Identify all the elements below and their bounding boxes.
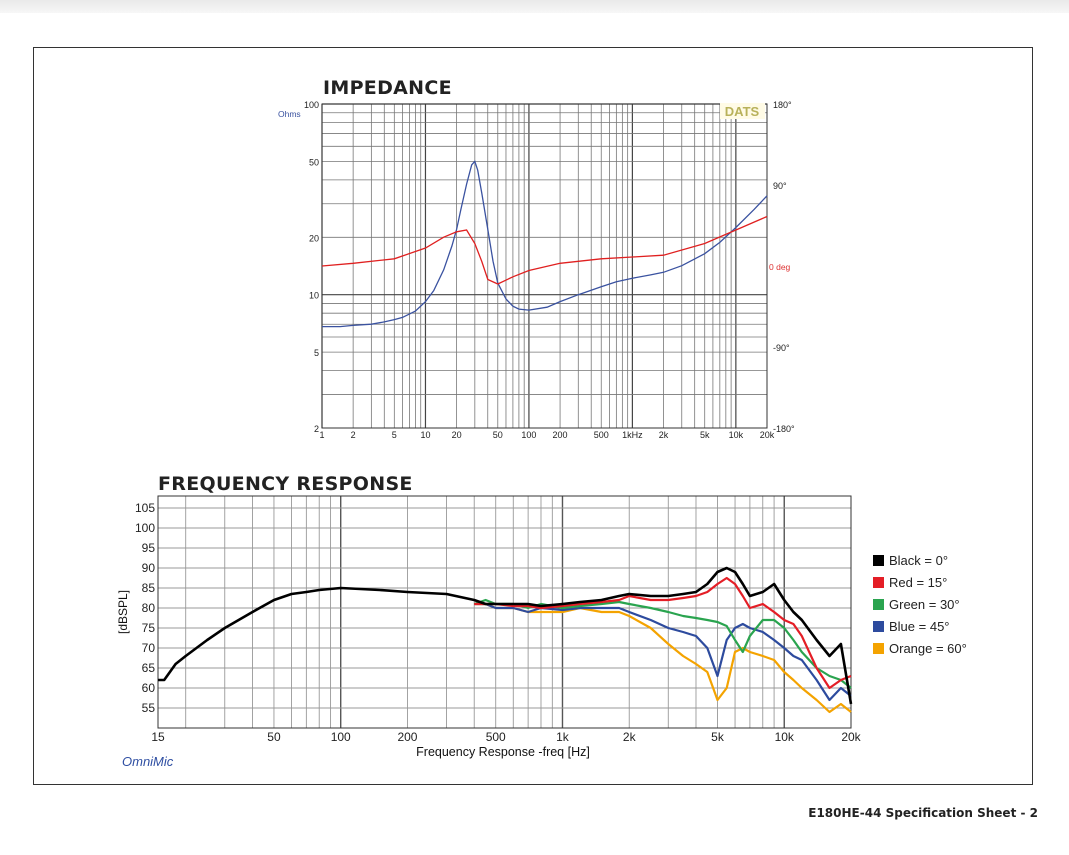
- impedance-ytick-3: 10: [309, 291, 319, 301]
- legend: Black = 0° Red = 15° Green = 30° Blue = …: [873, 549, 967, 659]
- legend-item-0: Black = 0°: [873, 549, 967, 571]
- legend-item-4: Orange = 60°: [873, 637, 967, 659]
- impedance-phase-tick-2: -90°: [773, 343, 790, 353]
- impedance-xtick-12: 10k: [729, 430, 744, 440]
- impedance-xtick-7: 200: [553, 430, 568, 440]
- impedance-y-unit: Ohms: [278, 109, 301, 119]
- impedance-phase-tick-3: -180°: [773, 424, 795, 434]
- impedance-phase-line: [321, 215, 768, 285]
- legend-swatch-1: [873, 576, 884, 588]
- legend-label-2: Green = 30°: [889, 596, 960, 612]
- impedance-xtick-5: 50: [493, 430, 503, 440]
- legend-swatch-0: [873, 554, 884, 566]
- impedance-xtick-6: 100: [521, 430, 536, 440]
- impedance-magnitude-line: [322, 160, 768, 328]
- impedance-xtick-8: 500: [594, 430, 609, 440]
- impedance-xtick-1: 2: [351, 430, 356, 440]
- impedance-badge: DATS: [725, 104, 760, 119]
- page-footer: E180HE-44 Specification Sheet - 2: [808, 806, 1038, 820]
- impedance-ytick-2: 20: [309, 233, 319, 243]
- impedance-xtick-4: 20: [452, 430, 462, 440]
- brand-label: OmniMic: [122, 754, 174, 769]
- legend-label-3: Blue = 45°: [889, 618, 950, 634]
- impedance-xtick-3: 10: [420, 430, 430, 440]
- legend-item-1: Red = 15°: [873, 571, 967, 593]
- legend-item-2: Green = 30°: [873, 593, 967, 615]
- legend-label-4: Orange = 60°: [889, 640, 967, 656]
- impedance-xtick-10: 2k: [659, 430, 669, 440]
- impedance-phase-tick-1: 90°: [773, 181, 787, 191]
- impedance-ytick-4: 5: [314, 348, 319, 358]
- impedance-xtick-0: 1: [319, 430, 324, 440]
- impedance-ytick-1: 50: [309, 157, 319, 167]
- legend-item-3: Blue = 45°: [873, 615, 967, 637]
- legend-swatch-2: [873, 598, 884, 610]
- legend-label-1: Red = 15°: [889, 574, 948, 590]
- chart-frame: [33, 47, 1033, 785]
- impedance-ytick-5: 2: [314, 424, 319, 434]
- frequency-response-title: FREQUENCY RESPONSE: [158, 473, 413, 495]
- impedance-xtick-9: 1kHz: [622, 430, 643, 440]
- impedance-xtick-11: 5k: [700, 430, 710, 440]
- impedance-xtick-13: 20k: [760, 430, 775, 440]
- impedance-xtick-2: 5: [392, 430, 397, 440]
- impedance-title: IMPEDANCE: [323, 77, 452, 99]
- impedance-badge-background: [720, 103, 765, 119]
- legend-swatch-4: [873, 642, 884, 654]
- legend-label-0: Black = 0°: [889, 552, 949, 568]
- impedance-ytick-0: 100: [304, 100, 319, 110]
- impedance-phase-unit: 0 deg: [769, 262, 791, 272]
- page-top-band: [0, 0, 1069, 13]
- impedance-phase-tick-0: 180°: [773, 100, 792, 110]
- impedance-plot-border: [321, 103, 768, 429]
- legend-swatch-3: [873, 620, 884, 632]
